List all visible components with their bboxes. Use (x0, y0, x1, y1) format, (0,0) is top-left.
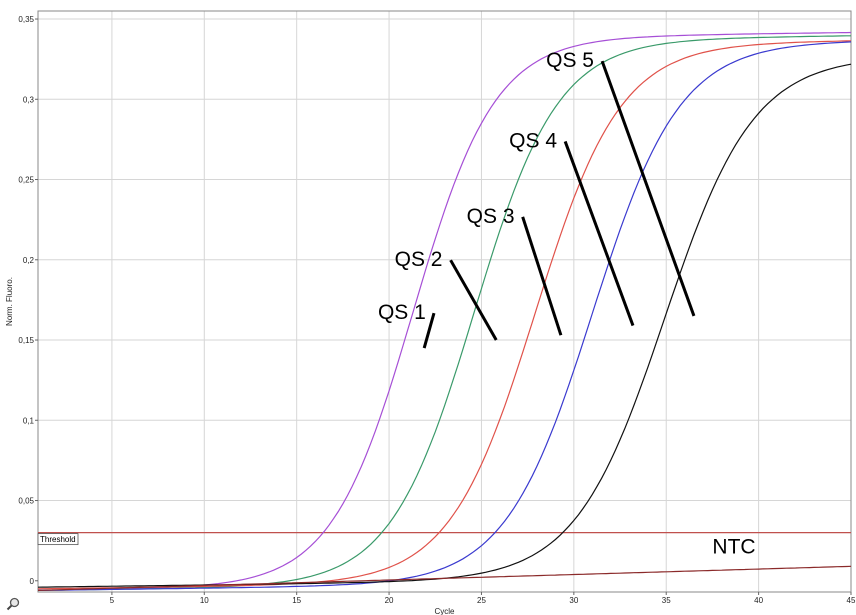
threshold-label: Threshold (40, 535, 76, 544)
magnifier-icon[interactable] (6, 597, 20, 611)
series-group (37, 31, 852, 591)
annotation-label: QS 4 (509, 129, 557, 152)
annotation-pointer (600, 60, 696, 317)
x-tick-label: 40 (754, 596, 763, 605)
y-tick-label: 0,1 (23, 416, 35, 425)
series-line-qs-1 (37, 63, 852, 588)
y-tick-label: 0,35 (18, 15, 34, 24)
y-tick-label: 0,15 (18, 336, 34, 345)
y-tick-label: 0 (30, 577, 35, 586)
annotation-pointer (521, 216, 563, 336)
series-line-qs-5 (38, 31, 852, 591)
series-line-ntc (37, 565, 852, 591)
grid (38, 11, 852, 592)
y-tick-label: 0,3 (23, 95, 35, 104)
threshold: Threshold (37, 531, 851, 546)
x-tick-label: 10 (200, 596, 209, 605)
y-ticks: 0 0,05 0,1 0,15 0,2 0,25 0,3 0,35 (18, 15, 38, 586)
x-tick-label: 25 (477, 596, 486, 605)
series-line-qs-4 (37, 35, 851, 591)
y-tick-label: 0,05 (18, 497, 34, 506)
x-axis-label: Cycle (434, 607, 455, 615)
y-tick-label: 0,2 (23, 256, 35, 265)
annotations: QS 5 QS 4 QS 3 QS 2 QS 1 NTC (378, 49, 756, 558)
plot-frame (37, 10, 852, 593)
x-tick-label: 5 (110, 596, 115, 605)
y-axis-label: Norm. Fluoro. (5, 277, 14, 326)
annotation-label: QS 5 (546, 49, 594, 72)
series-line-qs-2 (37, 41, 852, 591)
annotation-label: QS 3 (467, 205, 515, 228)
threshold-label-box (37, 533, 79, 546)
annotation-label: QS 1 (378, 301, 426, 324)
series-line-qs-3 (37, 40, 852, 590)
annotation-pointer (449, 259, 498, 341)
x-ticks: 5 10 15 20 25 30 35 40 45 (110, 592, 856, 605)
x-tick-label: 20 (385, 596, 394, 605)
x-tick-label: 30 (569, 596, 578, 605)
annotation-pointer (422, 312, 436, 349)
annotation-pointer (563, 140, 635, 327)
annotation-label: QS 2 (395, 248, 443, 271)
x-tick-label: 45 (847, 596, 856, 605)
annotation-label: NTC (712, 535, 755, 558)
x-tick-label: 15 (292, 596, 301, 605)
y-tick-label: 0,25 (18, 176, 34, 185)
x-tick-label: 35 (662, 596, 671, 605)
